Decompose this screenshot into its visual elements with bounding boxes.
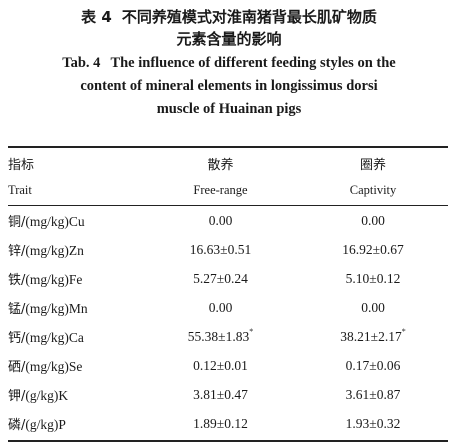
header-row-cn: 指标 散养 圈养 <box>8 146 448 177</box>
trait-name-cn: 硒/ <box>8 360 26 375</box>
caption-en-line3: muscle of Huainan pigs <box>156 101 302 117</box>
trait-unit: (mg/kg)Zn <box>25 243 84 258</box>
caption-cn-label: 表 4 <box>81 8 112 26</box>
caption-en: Tab. 4 The influence of different feeding… <box>0 52 458 121</box>
caption-cn-line2: 元素含量的影响 <box>176 30 282 48</box>
free-range-cell: 16.63±0.51 <box>143 235 298 264</box>
trait-unit: (mg/kg)Mn <box>25 301 88 316</box>
trait-name-cn: 铜/ <box>8 215 26 230</box>
header-trait-cn: 指标 <box>8 146 143 177</box>
header-free-range-cn: 散养 <box>143 146 298 177</box>
trait-cell: 钾/(g/kg)K <box>8 380 143 409</box>
header-captivity-en: Captivity <box>298 177 448 206</box>
trait-cell: 磷/(g/kg)P <box>8 409 143 442</box>
captivity-value: 0.00 <box>361 212 385 228</box>
captivity-value: 3.61±0.87 <box>345 386 401 402</box>
trait-cell: 锌/(mg/kg)Zn <box>8 235 143 264</box>
free-range-cell: 55.38±1.83* <box>143 322 298 351</box>
trait-unit: (g/kg)K <box>25 388 69 403</box>
table-row: 铜/(mg/kg)Cu 0.00 0.00 <box>8 206 448 236</box>
trait-cell: 钙/(mg/kg)Ca <box>8 322 143 351</box>
captivity-cell: 38.21±2.17* <box>298 322 448 351</box>
captivity-cell: 5.10±0.12 <box>298 264 448 293</box>
header-row-en: Trait Free-range Captivity <box>8 177 448 206</box>
table-row: 锌/(mg/kg)Zn 16.63±0.51 16.92±0.67 <box>8 235 448 264</box>
header-trait-en: Trait <box>8 177 143 206</box>
free-range-cell: 0.12±0.01 <box>143 351 298 380</box>
caption-en-text1: The influence of different feeding style… <box>110 55 396 71</box>
trait-name-cn: 锰/ <box>8 302 26 317</box>
trait-unit: (mg/kg)Fe <box>25 272 83 287</box>
table-row: 铁/(mg/kg)Fe 5.27±0.24 5.10±0.12 <box>8 264 448 293</box>
significance-mark: * <box>249 326 254 336</box>
trait-unit: (mg/kg)Se <box>25 359 83 374</box>
header-free-range-en: Free-range <box>143 177 298 206</box>
free-range-value: 16.63±0.51 <box>189 241 252 257</box>
captivity-value: 16.92±0.67 <box>342 241 404 257</box>
free-range-cell: 0.00 <box>143 206 298 236</box>
significance-mark: * <box>401 326 406 336</box>
captivity-value: 38.21±2.17 <box>340 328 402 344</box>
free-range-value: 5.27±0.24 <box>193 270 248 286</box>
free-range-cell: 3.81±0.47 <box>143 380 298 409</box>
trait-unit: (mg/kg)Ca <box>25 330 84 345</box>
table-row: 钾/(g/kg)K 3.81±0.47 3.61±0.87 <box>8 380 448 409</box>
mineral-table: 指标 散养 圈养 Trait Free-range Captivity 铜/(m… <box>8 146 448 442</box>
trait-cell: 铁/(mg/kg)Fe <box>8 264 143 293</box>
table-row: 锰/(mg/kg)Mn 0.00 0.00 <box>8 293 448 322</box>
trait-name-cn: 锌/ <box>8 244 26 259</box>
free-range-cell: 0.00 <box>143 293 298 322</box>
free-range-value: 55.38±1.83 <box>187 328 250 344</box>
table-row: 磷/(g/kg)P 1.89±0.12 1.93±0.32 <box>8 409 448 442</box>
free-range-value: 0.00 <box>208 299 233 315</box>
captivity-value: 5.10±0.12 <box>345 270 401 286</box>
trait-name-cn: 铁/ <box>8 273 26 288</box>
trait-name-cn: 钾/ <box>8 389 26 404</box>
free-range-cell: 5.27±0.24 <box>143 264 298 293</box>
table-row: 硒/(mg/kg)Se 0.12±0.01 0.17±0.06 <box>8 351 448 380</box>
free-range-value: 1.89±0.12 <box>193 415 248 431</box>
table-body: 铜/(mg/kg)Cu 0.00 0.00 锌/(mg/kg)Zn 16.63±0.51… <box>8 206 448 442</box>
caption-cn-text1: 不同养殖模式对淮南猪背最长肌矿物质 <box>121 8 377 26</box>
captivity-value: 1.93±0.32 <box>345 415 401 431</box>
captivity-cell: 3.61±0.87 <box>298 380 448 409</box>
free-range-cell: 1.89±0.12 <box>143 409 298 442</box>
trait-unit: (g/kg)P <box>25 417 66 432</box>
captivity-cell: 0.17±0.06 <box>298 351 448 380</box>
caption-en-line1: Tab. 4 The influence of different feeding… <box>0 52 458 75</box>
trait-cell: 硒/(mg/kg)Se <box>8 351 143 380</box>
captivity-cell: 0.00 <box>298 206 448 236</box>
free-range-value: 3.81±0.47 <box>193 386 248 402</box>
free-range-value: 0.00 <box>208 212 233 228</box>
trait-cell: 锰/(mg/kg)Mn <box>8 293 143 322</box>
caption-en-line2: content of mineral elements in longissim… <box>80 78 378 94</box>
captivity-value: 0.00 <box>361 299 385 315</box>
trait-unit: (mg/kg)Cu <box>25 214 85 229</box>
captivity-cell: 0.00 <box>298 293 448 322</box>
captivity-cell: 16.92±0.67 <box>298 235 448 264</box>
free-range-value: 0.12±0.01 <box>193 357 248 373</box>
caption-en-label: Tab. 4 <box>62 55 101 71</box>
captivity-cell: 1.93±0.32 <box>298 409 448 442</box>
trait-name-cn: 钙/ <box>8 331 26 346</box>
caption-cn-line1: 表 4 不同养殖模式对淮南猪背最长肌矿物质 <box>0 6 458 28</box>
table-row: 钙/(mg/kg)Ca 55.38±1.83* 38.21±2.17* <box>8 322 448 351</box>
header-captivity-cn: 圈养 <box>298 146 448 177</box>
trait-cell: 铜/(mg/kg)Cu <box>8 206 143 236</box>
captivity-value: 0.17±0.06 <box>345 357 401 373</box>
caption-cn: 表 4 不同养殖模式对淮南猪背最长肌矿物质 元素含量的影响 <box>0 0 458 50</box>
